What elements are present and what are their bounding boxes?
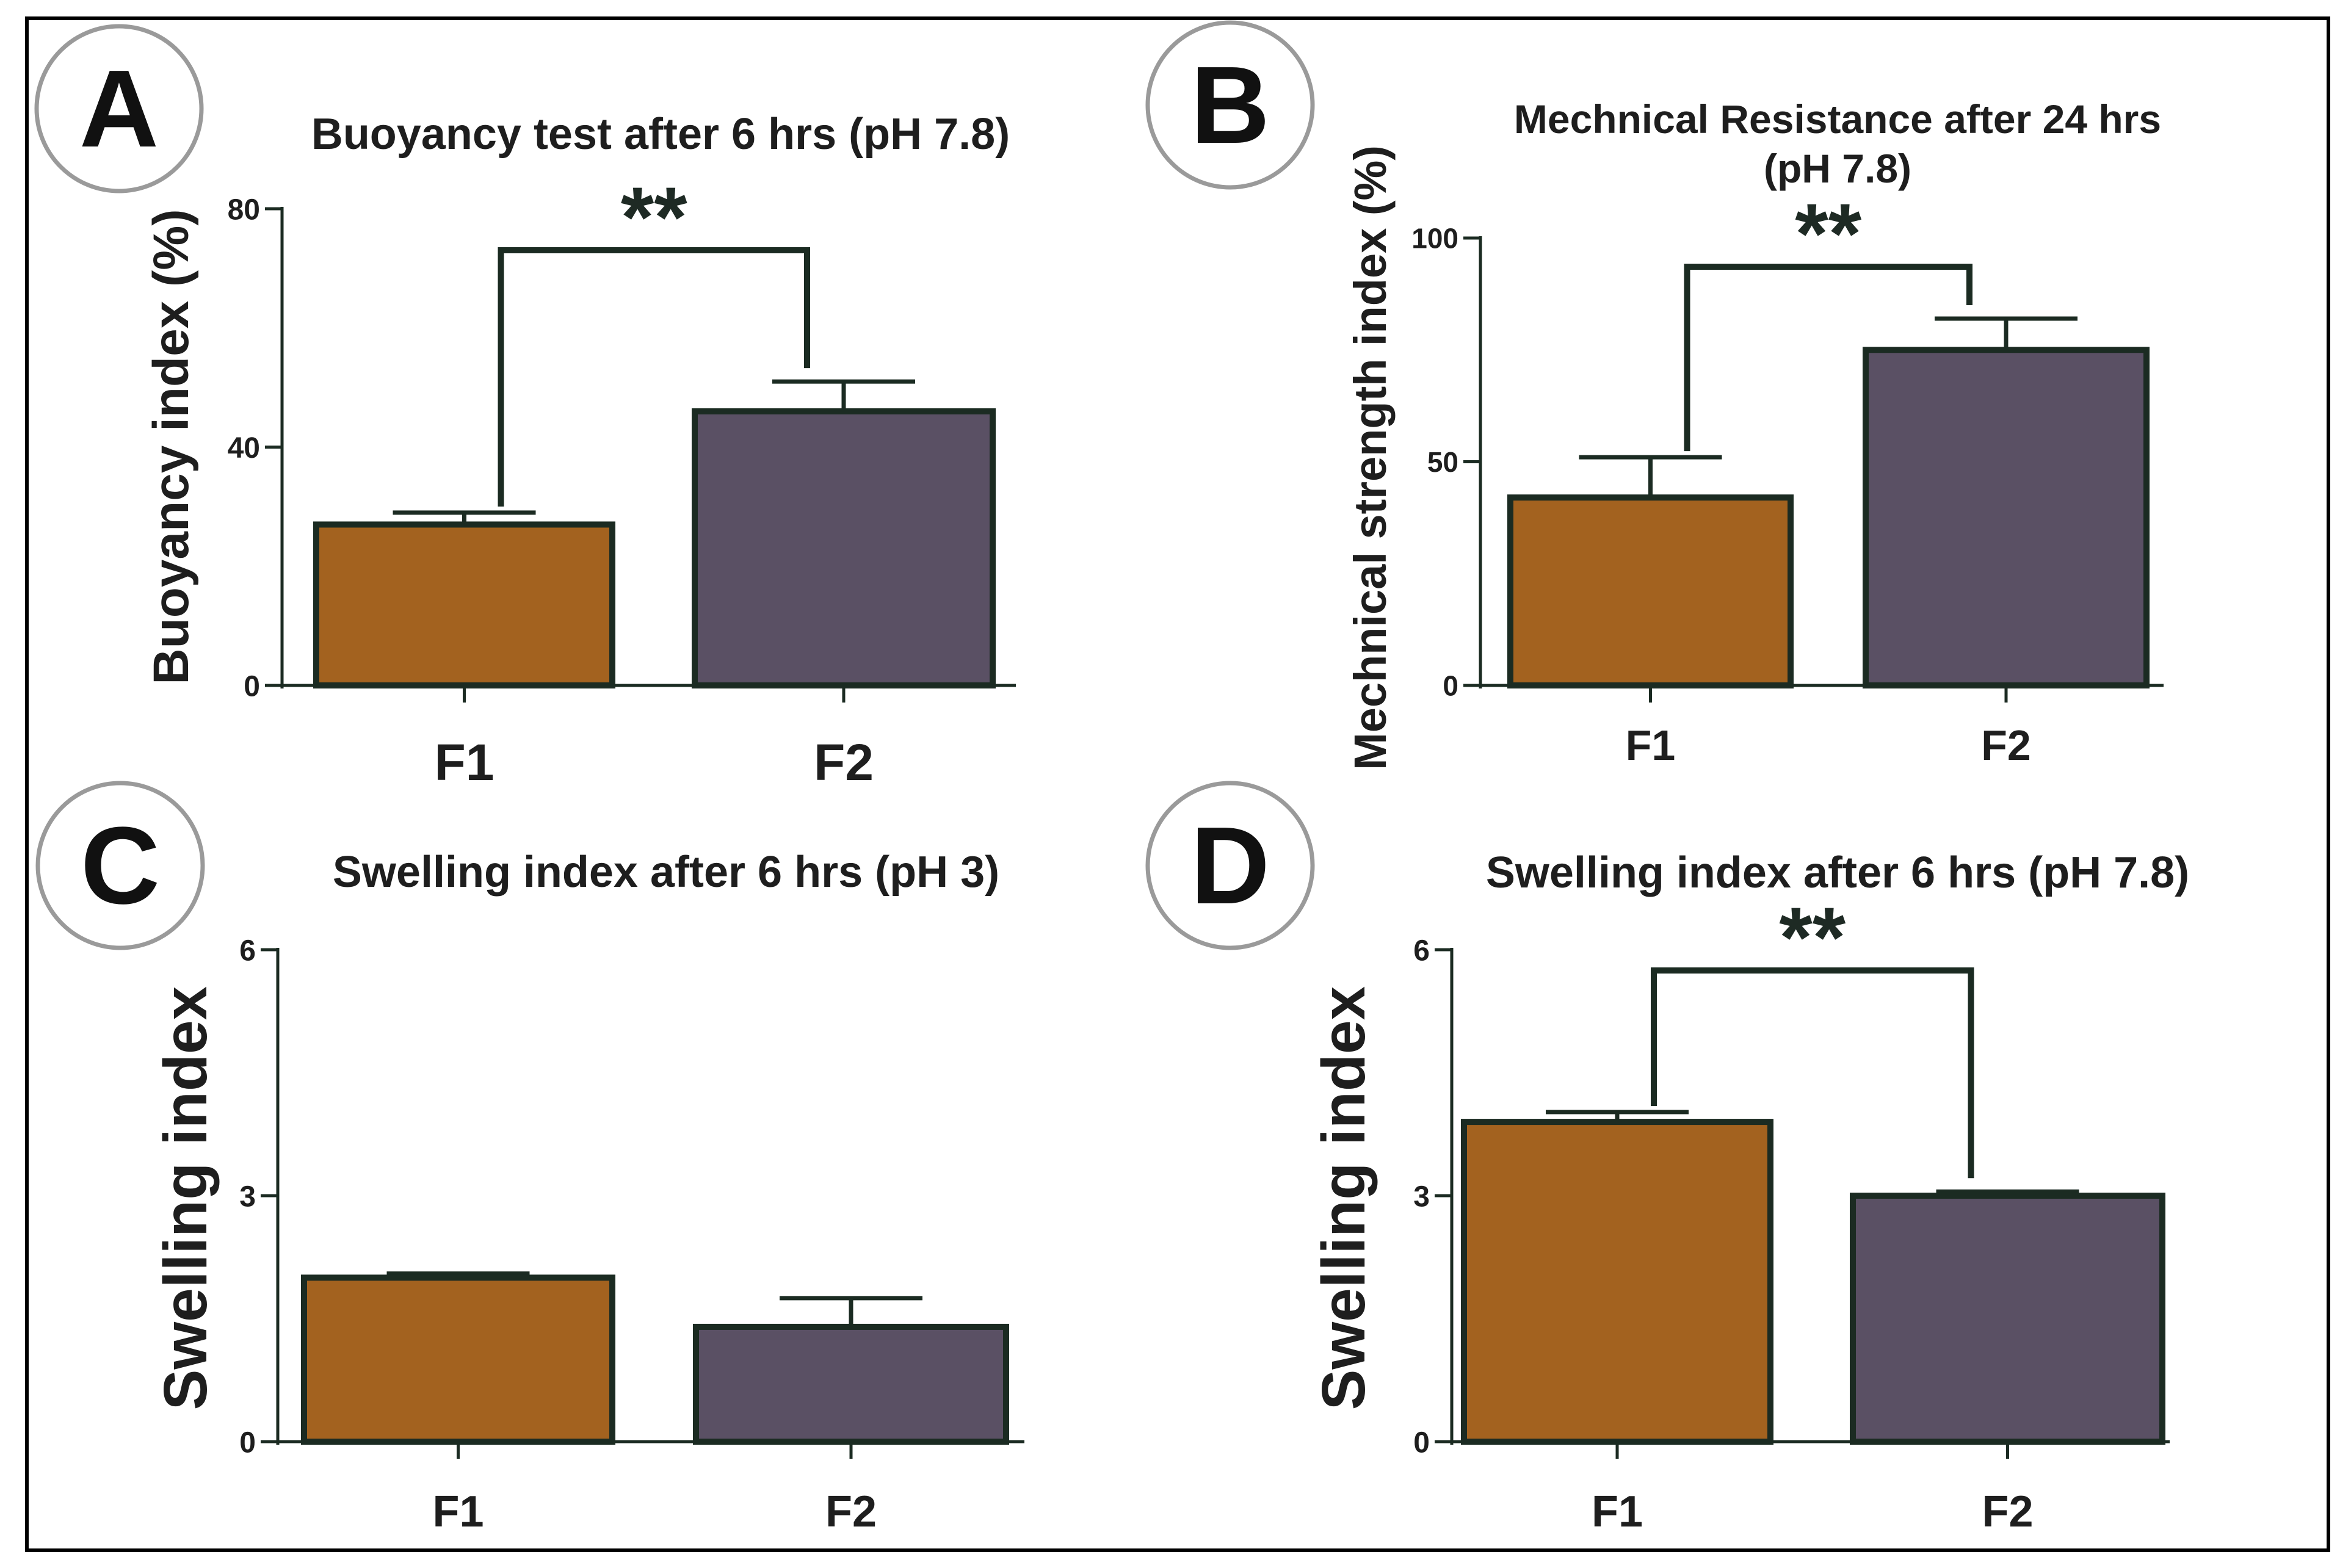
bar-f2 [692, 408, 996, 688]
bar-f1 [313, 521, 615, 688]
significance-bracket [1651, 967, 1974, 1179]
bar-f1 [301, 1274, 615, 1445]
chart-title: Mechnical Resistance after 24 hrs [1514, 96, 2161, 142]
chart-title: Buoyancy test after 6 hrs (pH 7.8) [311, 110, 1010, 159]
bar-f2 [1850, 1193, 2165, 1445]
panel-c: C Swelling index after 6 hrs (pH 3) Swelli… [35, 781, 1024, 1536]
panel-letter: A [79, 48, 159, 170]
panel-badge-ring [1145, 20, 1315, 190]
y-tick-label: 80 [228, 193, 260, 226]
y-tick-label: 0 [1413, 1426, 1430, 1459]
x-tick-label: F2 [1981, 721, 2031, 769]
x-tick-label: F2 [814, 734, 874, 791]
panel-badge-ring [1145, 781, 1315, 950]
chart-title: Swelling index after 6 hrs (pH 7.8) [1486, 848, 2189, 897]
panel-letter: C [81, 804, 160, 927]
panel-badge-ring [35, 781, 205, 950]
x-tick-label: F1 [1592, 1487, 1643, 1536]
panel-badge-ring [34, 24, 204, 193]
panel-letter: B [1190, 44, 1270, 167]
bar-f1 [1461, 1119, 1773, 1445]
x-tick-label: F1 [1626, 721, 1676, 769]
significance-bracket [498, 247, 810, 507]
significance-label: ** [621, 169, 687, 265]
x-tick-label: F1 [432, 1487, 484, 1536]
x-tick-label: F2 [1982, 1487, 2033, 1536]
x-tick-label: F2 [825, 1487, 877, 1536]
y-tick-label: 100 [1411, 223, 1458, 255]
significance-label: ** [1795, 186, 1861, 281]
significance-label: ** [1779, 889, 1846, 985]
bar-f2 [1863, 347, 2150, 688]
significance-bracket [1684, 264, 1972, 452]
y-tick-label: 0 [1443, 670, 1458, 702]
y-tick-label: 3 [1413, 1180, 1430, 1213]
y-axis-label: Swelling index [1310, 986, 1378, 1411]
x-tick-label: F1 [434, 734, 494, 791]
y-tick-label: 40 [228, 432, 260, 464]
panels: A Buoyancy test after 6 hrs (pH 7.8) Buoya… [34, 20, 2189, 1536]
bar-f1 [1507, 494, 1794, 688]
y-tick-label: 0 [239, 1426, 256, 1459]
panel-letter: D [1190, 804, 1270, 927]
y-tick-label: 3 [239, 1180, 256, 1213]
bar-f2 [693, 1323, 1009, 1445]
y-tick-label: 0 [244, 670, 260, 703]
y-tick-label: 6 [239, 934, 256, 967]
y-axis-label: Swelling index [151, 986, 220, 1411]
y-axis-label: Mechnical strength index (%) [1345, 145, 1396, 770]
panel-d: D Swelling index after 6 hrs (pH 7.8) Swel… [1145, 781, 2189, 1536]
y-tick-label: 50 [1427, 446, 1458, 478]
y-tick-label: 6 [1413, 934, 1430, 967]
panel-a: A Buoyancy test after 6 hrs (pH 7.8) Buoya… [34, 24, 1016, 791]
y-axis-label: Buoyancy index (%) [143, 209, 199, 684]
panel-b: B Mechnical Resistance after 24 hrs(pH 7.… [1145, 20, 2164, 770]
chart-title: Swelling index after 6 hrs (pH 3) [333, 848, 999, 897]
chart-title: (pH 7.8) [1764, 146, 1911, 191]
